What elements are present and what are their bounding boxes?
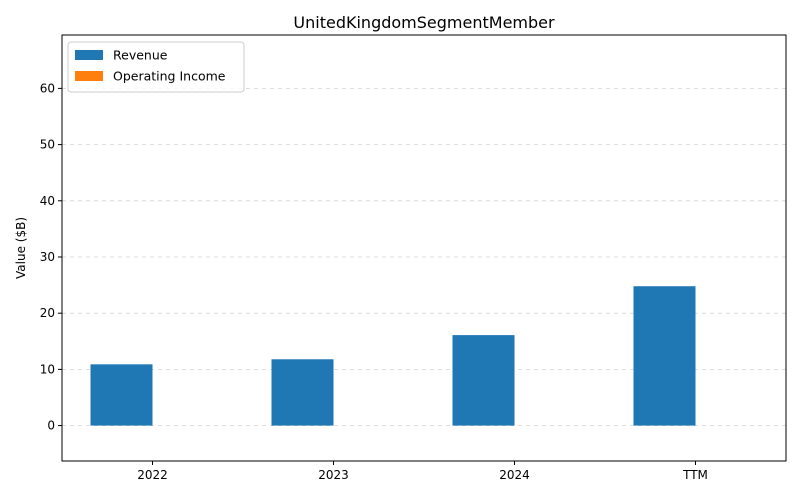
y-ticks: 0 10 20 30 40 50 60	[40, 81, 62, 433]
y-tick-label: 20	[40, 306, 55, 320]
y-tick-label: 40	[40, 194, 55, 208]
grid-lines	[62, 87, 786, 426]
y-tick-label: 10	[40, 362, 55, 376]
chart-title: UnitedKingdomSegmentMember	[293, 13, 555, 32]
x-tick-label: TTM	[682, 468, 708, 482]
bar-revenue-2024	[452, 335, 515, 426]
legend-label-operating-income: Operating Income	[113, 69, 226, 84]
legend-box	[67, 41, 245, 93]
x-ticks: 2022 2023 2024 TTM	[137, 461, 708, 482]
bars	[90, 286, 696, 426]
y-tick-label: 60	[40, 81, 55, 95]
x-tick-label: 2022	[137, 468, 168, 482]
y-axis-title: Value ($B)	[14, 217, 28, 279]
x-tick-label: 2024	[499, 468, 530, 482]
legend-label-revenue: Revenue	[113, 48, 168, 63]
plot-frame	[61, 34, 787, 462]
legend-swatch-operating-income	[75, 71, 103, 81]
legend-swatch-revenue	[75, 50, 103, 60]
y-tick-label: 30	[40, 250, 55, 264]
bar-revenue-2022	[90, 364, 153, 426]
x-tick-label: 2023	[318, 468, 349, 482]
y-tick-label: 50	[40, 138, 55, 152]
legend: Revenue Operating Income	[67, 41, 245, 93]
bar-revenue-ttm	[633, 286, 696, 426]
y-tick-label: 0	[47, 419, 55, 433]
bar-revenue-2023	[271, 359, 334, 426]
